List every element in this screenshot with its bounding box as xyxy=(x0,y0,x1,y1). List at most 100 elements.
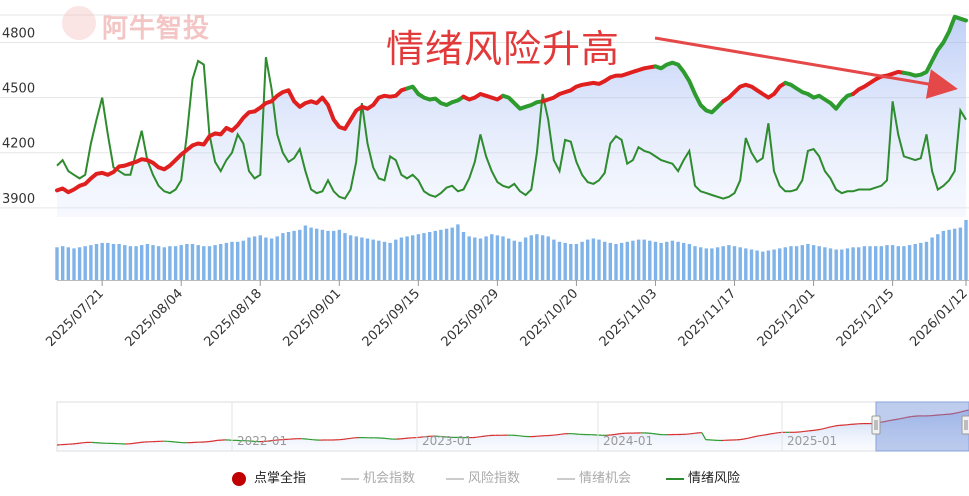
volume-bar xyxy=(862,246,867,280)
navigator-line xyxy=(774,432,779,434)
volume-bar xyxy=(264,237,268,280)
volume-bar xyxy=(123,245,127,280)
x-tick-label: 2025/09/29 xyxy=(439,286,503,350)
volume-bar xyxy=(947,229,951,280)
volume-bar xyxy=(687,244,692,280)
volume-bar xyxy=(292,230,296,280)
navigator-line xyxy=(953,412,958,415)
volume-bar xyxy=(755,250,759,280)
navigator-line xyxy=(903,416,909,419)
volume-bar xyxy=(444,228,449,280)
volume-bar xyxy=(924,241,929,280)
navigator-year-label: 2025-01 xyxy=(787,434,837,448)
annotation-arrow xyxy=(654,36,958,99)
volume-bar xyxy=(964,220,968,280)
volume-bar xyxy=(309,227,313,280)
navigator-line xyxy=(701,432,707,440)
volume-bar xyxy=(134,246,138,280)
navigator-line xyxy=(827,426,832,429)
volume-bar xyxy=(377,240,381,280)
navigator-line xyxy=(209,440,214,443)
navigator-line xyxy=(480,435,485,438)
x-tick-label: 2025/10/20 xyxy=(518,286,582,350)
volume-bar xyxy=(890,245,895,280)
volume-bar xyxy=(484,236,488,280)
volume-bar xyxy=(478,238,483,280)
x-tick-label: 2025/12/01 xyxy=(755,286,819,350)
volume-bar xyxy=(704,248,708,280)
navigator-line xyxy=(751,435,756,438)
volume-bar xyxy=(953,228,957,280)
index-segment xyxy=(721,80,788,104)
volume-bar xyxy=(411,235,415,280)
volume-bar xyxy=(619,242,624,280)
volume-bar xyxy=(930,237,934,280)
navigator-line xyxy=(759,434,763,437)
volume-bar xyxy=(405,236,409,280)
navigator-handle[interactable] xyxy=(871,415,881,435)
volume-bar xyxy=(665,241,669,280)
navigator-line xyxy=(892,418,897,421)
volume-bar xyxy=(298,229,302,280)
volume-bar xyxy=(55,247,59,280)
navigator-line xyxy=(881,420,886,423)
volume-bar xyxy=(140,245,144,280)
volume-bar xyxy=(653,241,658,280)
navigator-line xyxy=(762,434,767,436)
legend-dot-icon xyxy=(232,472,246,486)
volume-bar xyxy=(343,233,347,280)
y-tick-label: 4200 xyxy=(2,137,35,152)
volume-bar xyxy=(388,242,392,280)
volume-bar xyxy=(439,229,443,280)
navigator-line xyxy=(556,433,561,436)
volume-bar xyxy=(128,246,133,280)
volume-bar xyxy=(207,246,212,280)
volume-bar xyxy=(490,234,494,280)
volume-bar xyxy=(512,240,516,280)
x-tick-label: 2026/01/12 xyxy=(907,286,969,350)
y-tick-label: 4500 xyxy=(2,82,35,97)
volume-bar xyxy=(710,248,714,280)
volume-bar xyxy=(535,234,539,280)
navigator-line xyxy=(133,442,138,444)
legend-line-icon xyxy=(341,478,359,480)
index-segment xyxy=(540,64,658,104)
volume-bar xyxy=(315,228,319,280)
volume-bar xyxy=(913,244,917,280)
brand-logo-icon xyxy=(62,6,96,40)
x-tick-label: 2025/08/04 xyxy=(122,286,186,350)
range-navigator[interactable]: 2022-01 2023-01 2024-01 2025-01 xyxy=(56,401,969,452)
annotation-text: 情绪风险升高 xyxy=(386,27,621,71)
navigator-line xyxy=(614,433,618,436)
volume-bar xyxy=(247,237,251,280)
volume-bar xyxy=(834,249,838,280)
x-tick-label: 2025/12/15 xyxy=(834,286,898,350)
volume-bar xyxy=(236,241,240,280)
price-area xyxy=(57,16,966,217)
volume-bar xyxy=(151,245,155,280)
navigator-line xyxy=(350,437,355,439)
volume-bar xyxy=(597,239,601,280)
legend-label: 情绪机会 xyxy=(579,471,632,486)
legend-label: 机会指数 xyxy=(363,471,416,486)
index-segment xyxy=(501,93,545,111)
volume-bar xyxy=(61,246,65,280)
volume-bar xyxy=(461,232,466,280)
volume-bar xyxy=(337,229,341,280)
volume-bar xyxy=(800,245,804,280)
volume-bar xyxy=(399,237,404,280)
volume-bar xyxy=(219,244,223,280)
navigator-line xyxy=(812,429,817,432)
volume-bar xyxy=(269,238,274,280)
x-tick-label: 2025/09/15 xyxy=(360,286,424,350)
volume-bar xyxy=(196,245,200,280)
index-area xyxy=(57,16,966,217)
volume-bar xyxy=(631,240,635,280)
volume-bar xyxy=(936,234,940,280)
legend-label: 风险指数 xyxy=(468,471,521,486)
navigator-line xyxy=(617,432,622,435)
volume-bar xyxy=(224,242,229,280)
navigator-selection[interactable] xyxy=(875,401,969,452)
navigator-line xyxy=(888,419,893,422)
x-tick-label: 2025/07/21 xyxy=(43,286,107,350)
